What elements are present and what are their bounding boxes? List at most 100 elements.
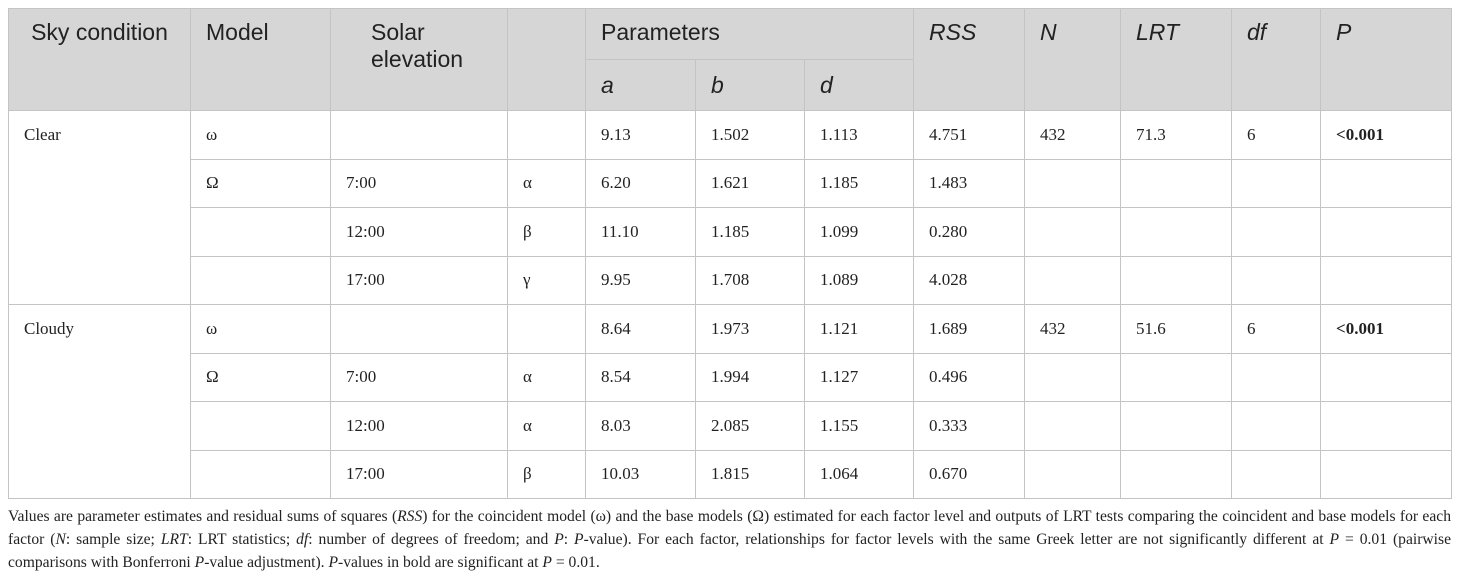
caption-text: Values are parameter estimates and resid… <box>8 508 398 525</box>
table-cell: 8.64 <box>585 304 696 354</box>
table-cell <box>1320 449 1453 499</box>
table-cell: Ω <box>190 158 331 208</box>
table-cell <box>1320 255 1453 305</box>
caption-text: ) for the coincident model (ω) and the b… <box>8 508 1451 548</box>
table-cell <box>1231 207 1322 257</box>
table-cell: 1.089 <box>803 255 915 305</box>
table-cell: 1.708 <box>695 255 805 305</box>
table-cell: ω <box>190 110 331 160</box>
table-cell: 1.483 <box>913 158 1026 208</box>
table-cell: 9.13 <box>585 110 696 160</box>
header-cell: Model <box>190 8 331 111</box>
table-cell: Ω <box>190 352 331 402</box>
header-cell <box>507 8 586 111</box>
caption-text: RSS <box>397 508 423 525</box>
table-cell <box>1024 401 1122 451</box>
caption-text: = 0.01 (pairwise comparisons with Bonfer… <box>8 531 1451 571</box>
header-cell: df <box>1231 8 1322 111</box>
caption-text: P <box>328 554 339 571</box>
table-cell: 12:00 <box>330 207 508 257</box>
table-cell: 1.099 <box>803 207 915 257</box>
table-cell: α <box>507 401 586 451</box>
caption-text: P <box>194 554 205 571</box>
table-cell: 17:00 <box>330 255 508 305</box>
caption-text: df <box>296 531 309 548</box>
table-row: Clear ω 9.13 1.502 1.113 4.751 432 71.3 6 <0.001 <box>8 110 1453 305</box>
caption-text: = 0.01. <box>551 554 600 571</box>
header-cell: LRT <box>1120 8 1233 111</box>
table-cell <box>1231 255 1322 305</box>
results-table: Sky condition Model Solar elevation Paramet… <box>8 8 1453 499</box>
table-cell <box>1120 352 1233 402</box>
table-cell: 2.085 <box>695 401 805 451</box>
table-cell <box>1320 401 1453 451</box>
header-cell: a <box>585 59 696 111</box>
table-header: Sky condition Model Solar elevation Paramet… <box>8 8 1453 111</box>
table-cell: 7:00 <box>330 158 508 208</box>
table-cell: γ <box>507 255 586 305</box>
table-cell: 0.670 <box>913 449 1026 499</box>
table-cell <box>190 255 331 305</box>
table-cell: 1.121 <box>803 304 915 354</box>
table-cell: 6 <box>1231 110 1322 160</box>
header-row: Sky condition Model Solar elevation Paramet… <box>8 8 1453 111</box>
table-cell: 6 <box>1231 304 1322 354</box>
table-cell <box>190 449 331 499</box>
table-cell: 11.10 <box>585 207 696 257</box>
caption-text: : number of degrees of freedom; and <box>308 531 555 548</box>
caption-text: : <box>563 531 575 548</box>
table-cell <box>190 207 331 257</box>
table-cell: 9.95 <box>585 255 696 305</box>
table-cell <box>1024 449 1122 499</box>
caption-text: P <box>542 554 552 571</box>
table-cell: 1.689 <box>913 304 1026 354</box>
table-cell: α <box>507 352 586 402</box>
table-cell: β <box>507 207 586 257</box>
table-cell <box>1231 158 1322 208</box>
table-cell: α <box>507 158 586 208</box>
table-cell: 7:00 <box>330 352 508 402</box>
caption-text: N <box>55 531 66 548</box>
table-cell <box>330 110 508 160</box>
table-cell <box>1024 207 1122 257</box>
caption-text: -values in bold are significant at <box>338 554 543 571</box>
table-cell: 1.064 <box>803 449 915 499</box>
table-cell: 4.751 <box>913 110 1026 160</box>
table-cell <box>1320 158 1453 208</box>
table-cell <box>1231 449 1322 499</box>
header-cell: P <box>1320 8 1453 111</box>
table-cell <box>1120 207 1233 257</box>
table-cell: 17:00 <box>330 449 508 499</box>
table-cell: 1.185 <box>803 158 915 208</box>
table-cell <box>1024 352 1122 402</box>
table-cell: ω <box>190 304 331 354</box>
table-cell: <0.001 <box>1320 110 1453 160</box>
table-cell: 1.815 <box>695 449 805 499</box>
table-cell: 1.621 <box>695 158 805 208</box>
table-cell: 432 <box>1024 110 1122 160</box>
table-cell <box>1120 255 1233 305</box>
sky-condition: Cloudy <box>8 304 191 499</box>
table-cell: 1.127 <box>803 352 915 402</box>
table-cell: β <box>507 449 586 499</box>
caption-text: : LRT statistics; <box>187 531 297 548</box>
table-cell: 0.280 <box>913 207 1026 257</box>
table-row: Ω 7:00 α 8.54 1.994 1.127 0.496 <box>9 352 1453 402</box>
table-cell: 12:00 <box>330 401 508 451</box>
table-cell <box>1024 158 1122 208</box>
caption-text: -value). For each factor, relationships … <box>583 531 1330 548</box>
table-cell: 1.185 <box>695 207 805 257</box>
table-row: Ω 7:00 α 6.20 1.621 1.185 1.483 <box>9 158 1453 208</box>
table-cell <box>1231 401 1322 451</box>
table-row: 17:00 γ 9.95 1.708 1.089 4.028 <box>9 255 1453 305</box>
caption-text: -value adjustment). <box>204 554 329 571</box>
caption-text: : sample size; <box>65 531 161 548</box>
caption-text: P <box>1329 531 1340 548</box>
table-cell: 432 <box>1024 304 1122 354</box>
table-cell <box>1120 449 1233 499</box>
table-cell: <0.001 <box>1320 304 1453 354</box>
table-cell <box>1120 158 1233 208</box>
table-cell: 1.994 <box>695 352 805 402</box>
table-cell: 71.3 <box>1120 110 1233 160</box>
